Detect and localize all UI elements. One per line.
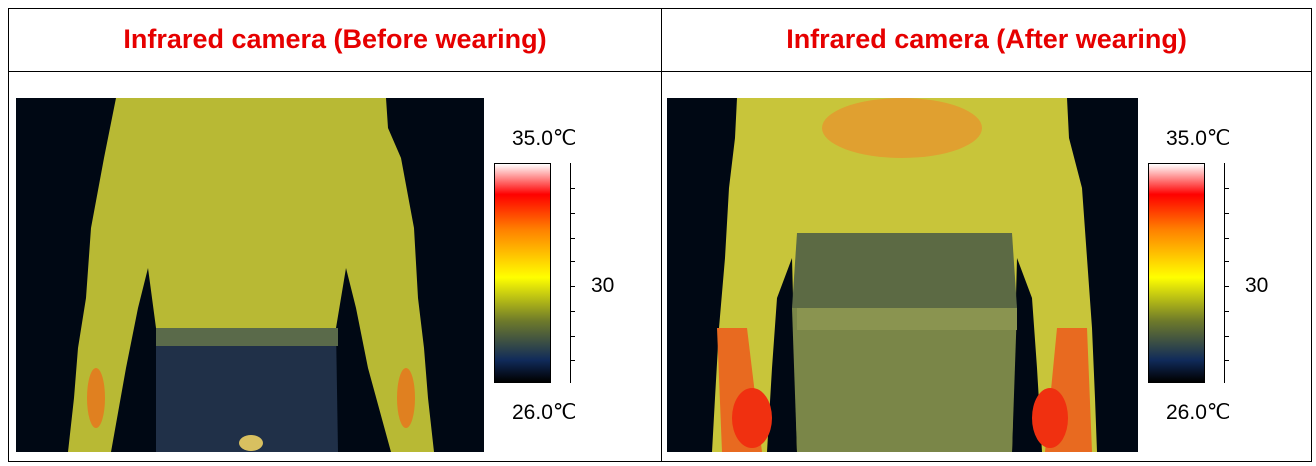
header-divider (8, 71, 1312, 72)
thermal-image-after (667, 98, 1138, 452)
temperature-scale-after: 35.0℃ 30 26.0℃ (1138, 98, 1310, 452)
scale-max-label: 35.0℃ (1166, 127, 1231, 150)
temperature-scale-before: 35.0℃ 30 26.0℃ (484, 98, 660, 452)
scale-tick (1224, 311, 1229, 312)
scale-tick (1224, 188, 1229, 189)
scale-tick (570, 336, 575, 337)
scale-tick (570, 286, 575, 287)
scale-mid-label: 30 (1245, 274, 1269, 297)
scale-tick (570, 238, 575, 239)
scale-tick (1224, 213, 1229, 214)
scale-axis (570, 163, 571, 383)
scale-tick (570, 188, 575, 189)
title-before: Infrared camera (Before wearing) (123, 24, 547, 54)
scale-min-label: 26.0℃ (512, 401, 577, 424)
scale-tick (570, 261, 575, 262)
title-after: Infrared camera (After wearing) (786, 24, 1187, 54)
comparison-table (8, 8, 1312, 462)
scale-tick (1224, 360, 1229, 361)
scale-tick (570, 311, 575, 312)
colorbar (494, 163, 551, 383)
scale-tick (1224, 336, 1229, 337)
scale-tick (1224, 286, 1229, 287)
colorbar (1148, 163, 1205, 383)
scale-mid-label: 30 (591, 274, 615, 297)
scale-min-label: 26.0℃ (1166, 401, 1231, 424)
scale-tick (1224, 238, 1229, 239)
scale-tick (1224, 261, 1229, 262)
column-divider (661, 8, 662, 462)
scale-tick (570, 360, 575, 361)
scale-max-label: 35.0℃ (512, 127, 577, 150)
thermal-image-before (16, 98, 484, 452)
scale-axis (1224, 163, 1225, 383)
scale-tick (570, 213, 575, 214)
